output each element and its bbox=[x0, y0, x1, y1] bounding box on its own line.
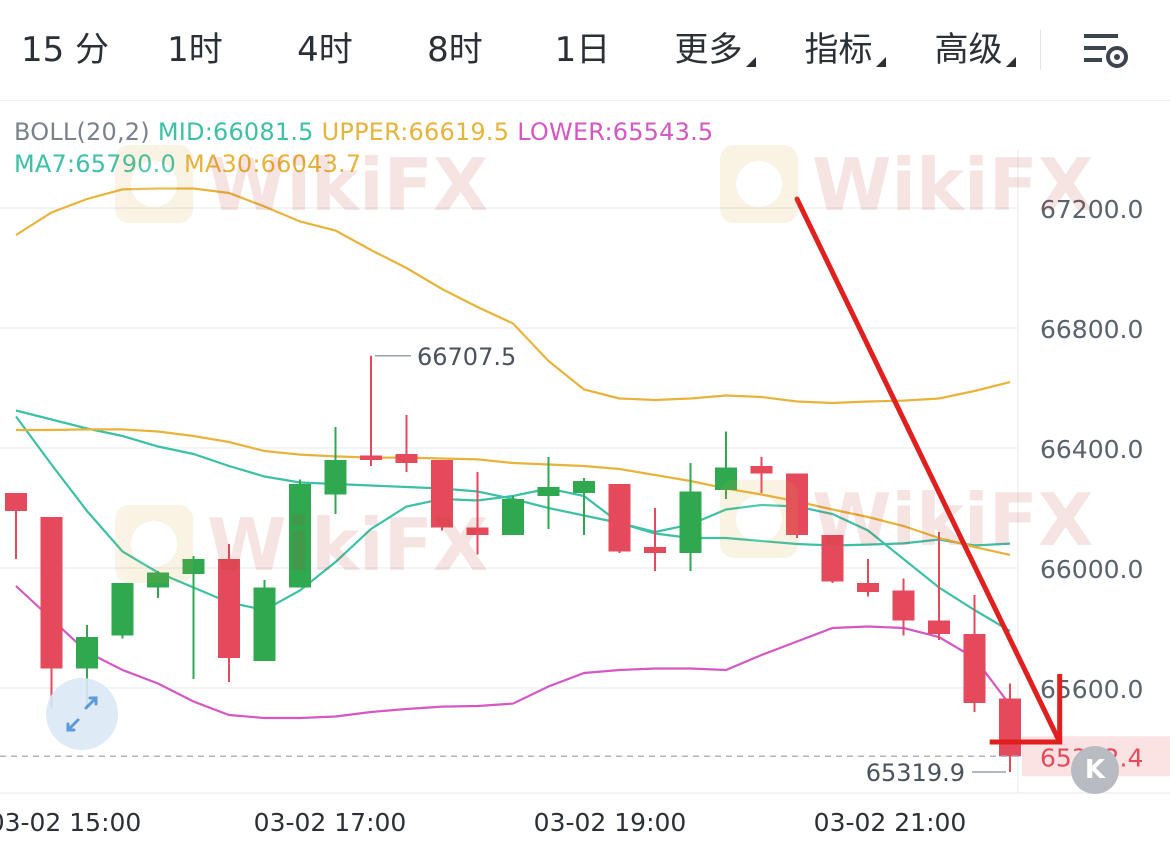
candle-body bbox=[644, 547, 666, 553]
ma-legend: MA7:65790.0 MA30:66043.7 bbox=[14, 150, 369, 178]
legend-lower: LOWER:65543.5 bbox=[517, 118, 714, 146]
candle-body bbox=[537, 487, 560, 496]
series-line-upper bbox=[15, 187, 1011, 405]
tab-label: 指标 bbox=[804, 30, 873, 70]
x-tick-label: 03-02 15:00 bbox=[0, 808, 141, 837]
candle-body bbox=[218, 559, 240, 658]
candle-body bbox=[715, 467, 737, 490]
candle-body bbox=[289, 484, 311, 588]
candle-body bbox=[324, 460, 347, 495]
tab-label: 1时 bbox=[167, 30, 223, 70]
y-tick-label: 66000.0 bbox=[1040, 555, 1143, 584]
x-tick-label: 03-02 17:00 bbox=[254, 808, 407, 837]
candle-body bbox=[750, 466, 773, 474]
candle-body bbox=[821, 535, 844, 582]
tab-advanced-dropdown[interactable]: 高级 bbox=[915, 0, 1035, 100]
candle-body bbox=[182, 559, 205, 574]
expand-icon[interactable] bbox=[46, 678, 118, 750]
y-tick-label: 66800.0 bbox=[1040, 315, 1143, 344]
k-badge-button[interactable]: K bbox=[1071, 746, 1119, 794]
candle-body bbox=[892, 590, 915, 621]
legend-ma7: MA7:65790.0 bbox=[14, 150, 176, 178]
tab-8h[interactable]: 8时 bbox=[390, 0, 520, 100]
x-tick-label: 03-02 19:00 bbox=[534, 808, 687, 837]
candle-body bbox=[147, 572, 169, 588]
low-annotation-label: 65319.9 bbox=[866, 759, 965, 787]
candle-body bbox=[431, 460, 453, 528]
candle-body bbox=[253, 587, 276, 661]
tab-1d[interactable]: 1日 bbox=[520, 0, 645, 100]
candle-body bbox=[999, 698, 1021, 757]
legend-upper: UPPER:66619.5 bbox=[321, 118, 510, 146]
tab-label: 高级 bbox=[934, 30, 1003, 70]
candle-body bbox=[395, 454, 418, 463]
trend-arrow-head bbox=[989, 674, 1063, 745]
tab-indicators-dropdown[interactable]: 指标 bbox=[785, 0, 905, 100]
chart-settings-icon[interactable] bbox=[1080, 28, 1130, 72]
series-line-ma30 bbox=[16, 428, 1011, 556]
candle-body bbox=[608, 484, 631, 552]
expand-arrows-icon bbox=[66, 696, 98, 732]
caret-down-icon bbox=[1005, 57, 1016, 67]
x-tick-label: 03-02 21:00 bbox=[814, 808, 967, 837]
tab-label: 15 分 bbox=[20, 30, 110, 70]
tab-15m[interactable]: 15 分 bbox=[0, 0, 130, 100]
high-annotation-label: 66707.5 bbox=[417, 343, 516, 371]
y-tick-label: 67200.0 bbox=[1040, 195, 1143, 224]
tab-label: 1日 bbox=[554, 30, 611, 70]
candle-body bbox=[76, 637, 98, 669]
legend-mid: MID:66081.5 bbox=[157, 118, 314, 146]
tab-1h[interactable]: 1时 bbox=[130, 0, 260, 100]
legend-ma30: MA30:66043.7 bbox=[183, 150, 362, 178]
candle-body bbox=[857, 583, 879, 592]
price-chart[interactable]: 67200.0 66800.0 66400.0 66000.0 65600.0 03-02… bbox=[0, 100, 1170, 863]
tab-label: 更多 bbox=[674, 30, 743, 70]
candle-body bbox=[111, 583, 134, 636]
caret-down-icon bbox=[745, 57, 756, 67]
trend-arrow-shaft bbox=[794, 196, 1063, 745]
caret-down-icon bbox=[875, 57, 886, 67]
legend-boll-label: BOLL(20,2) bbox=[14, 118, 150, 146]
candle-body bbox=[786, 473, 808, 535]
candle-body bbox=[573, 481, 595, 493]
timeframe-toolbar: 15 分 1时 4时 8时 1日 更多 指标 高级 bbox=[0, 0, 1170, 101]
tab-label: 4时 bbox=[297, 30, 353, 70]
candle-body bbox=[679, 491, 702, 553]
y-tick-label: 66400.0 bbox=[1040, 435, 1143, 464]
candle-body bbox=[466, 527, 489, 535]
toolbar-divider bbox=[1040, 30, 1041, 70]
candle-body bbox=[502, 499, 524, 535]
tab-4h[interactable]: 4时 bbox=[260, 0, 390, 100]
candle-body bbox=[40, 517, 63, 669]
candle-body bbox=[360, 455, 382, 460]
y-tick-label: 65600.0 bbox=[1040, 675, 1143, 704]
series-line-lower bbox=[15, 585, 1011, 720]
candle-body bbox=[963, 634, 986, 703]
boll-legend: BOLL(20,2) MID:66081.5 UPPER:66619.5 LOWER:… bbox=[14, 118, 721, 146]
candle-body bbox=[928, 620, 950, 634]
tab-label: 8时 bbox=[427, 30, 483, 70]
candle-body bbox=[5, 493, 27, 511]
tab-more-dropdown[interactable]: 更多 bbox=[655, 0, 775, 100]
chart-area[interactable]: 67200.0 66800.0 66400.0 66000.0 65600.0 03-02… bbox=[0, 100, 1170, 863]
